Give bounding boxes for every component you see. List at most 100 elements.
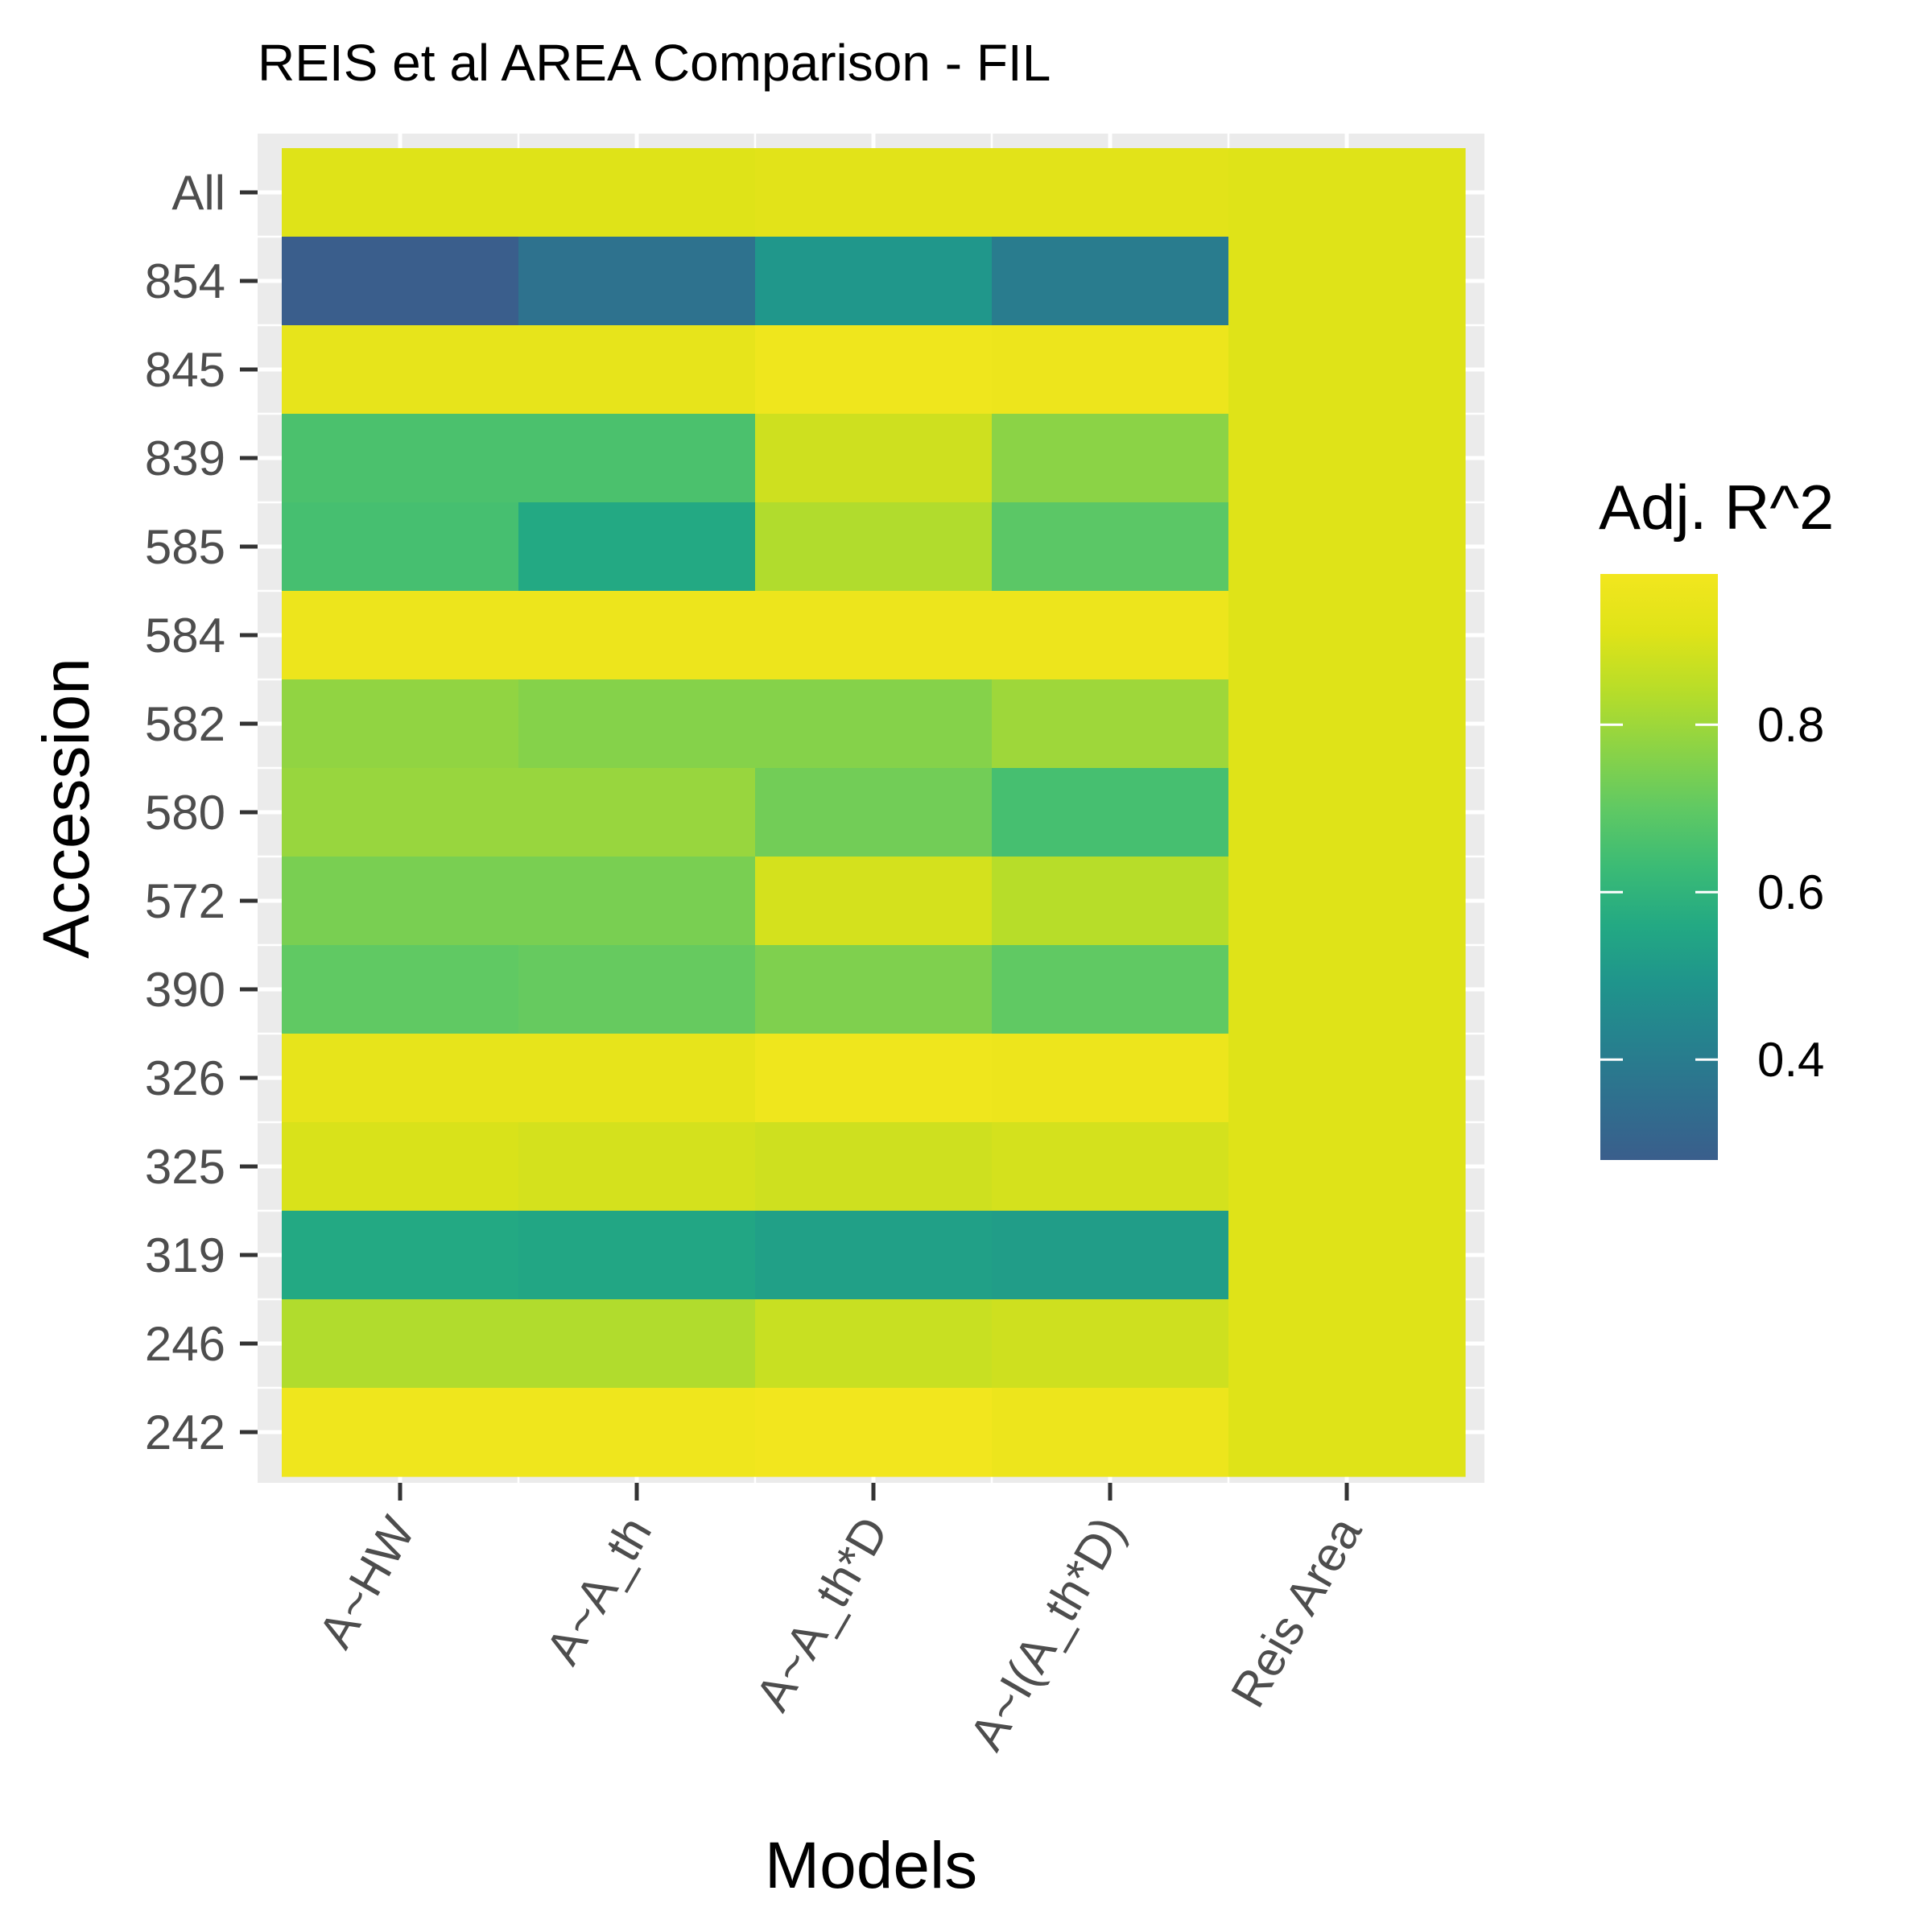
y-tick-label: 325 [145, 1140, 225, 1194]
y-axis-title: Accession [30, 658, 103, 959]
legend-tick-label: 0.6 [1757, 865, 1824, 919]
heatmap-cell-845-a-i-a-th-d [992, 325, 1229, 415]
heatmap-cell-854-a-hw [282, 237, 519, 326]
heatmap-cell-326-reis-area [1228, 1034, 1466, 1123]
heatmap-cell-854-reis-area [1228, 237, 1466, 326]
heatmap-cell-839-a-a-th-d [755, 414, 993, 503]
chart-title: REIS et al AREA Comparison - FIL [258, 34, 1051, 92]
heatmap-cell-584-reis-area [1228, 591, 1466, 680]
x-tick-label: Reis Area [1220, 1507, 1372, 1715]
heatmap-cell-390-a-a-th [518, 945, 756, 1034]
y-tick-label: 319 [145, 1228, 225, 1282]
color-legend: Adj. R^2 0.8 0.6 0.4 [1599, 472, 1834, 1160]
heatmap-cell-585-a-i-a-th-d [992, 502, 1229, 592]
heatmap-cell-325-reis-area [1228, 1122, 1466, 1212]
heatmap-cell-845-reis-area [1228, 325, 1466, 415]
y-tick-label: 584 [145, 609, 225, 663]
heatmap-cell-326-a-a-th [518, 1034, 756, 1123]
heatmap-cell-325-a-hw [282, 1122, 519, 1212]
heatmap-cell-326-a-a-th-d [755, 1034, 993, 1123]
x-axis: A~HW A~A_th A~A_th*D A~I(A_th*D) Reis Area [308, 1483, 1373, 1759]
heatmap-cell-845-a-hw [282, 325, 519, 415]
heatmap-cell-584-a-hw [282, 591, 519, 680]
heatmap-cell-242-a-a-th [518, 1388, 756, 1477]
heatmap-cell-390-reis-area [1228, 945, 1466, 1034]
heatmap-cell-325-a-a-th-d [755, 1122, 993, 1212]
y-tick-label: All [171, 166, 225, 220]
x-tick-label: A~I(A_th*D) [959, 1508, 1135, 1759]
heatmap-cell-580-a-hw [282, 768, 519, 857]
x-tick-label: A~HW [308, 1508, 426, 1657]
heatmap-cell-584-a-a-th-d [755, 591, 993, 680]
heatmap-cell-854-a-i-a-th-d [992, 237, 1229, 326]
heatmap-cell-246-a-a-th-d [755, 1299, 993, 1389]
heatmap-cell-582-a-a-th-d [755, 679, 993, 769]
heatmap-cell-839-a-a-th [518, 414, 756, 503]
heatmap-cell-242-a-i-a-th-d [992, 1388, 1229, 1477]
heatmap-cell-839-reis-area [1228, 414, 1466, 503]
heatmap-cell-242-reis-area [1228, 1388, 1466, 1477]
heatmap-cell-572-reis-area [1228, 857, 1466, 946]
heatmap-cell-854-a-a-th [518, 237, 756, 326]
x-axis-title: Models [765, 1829, 977, 1902]
heatmap-cell-319-reis-area [1228, 1211, 1466, 1300]
heatmap-cell-319-a-i-a-th-d [992, 1211, 1229, 1300]
heatmap-cell-325-a-i-a-th-d [992, 1122, 1229, 1212]
heatmap-cell-572-a-a-th [518, 857, 756, 946]
heatmap-cell-585-reis-area [1228, 502, 1466, 592]
y-tick-label: 582 [145, 697, 225, 751]
heatmap-cell-585-a-a-th [518, 502, 756, 592]
heatmap-cell-580-a-a-th [518, 768, 756, 857]
heatmap-cell-572-a-i-a-th-d [992, 857, 1229, 946]
x-tick-label: A~A_th [535, 1508, 662, 1673]
y-tick-label: 580 [145, 786, 225, 840]
heatmap-cell-all-a-a-th-d [755, 148, 993, 237]
y-tick-label: 572 [145, 874, 225, 928]
y-tick-label: 246 [145, 1317, 225, 1371]
y-tick-label: 326 [145, 1051, 225, 1105]
y-tick-label: 390 [145, 963, 225, 1017]
y-tick-label: 845 [145, 343, 225, 397]
heatmap-cell-584-a-a-th [518, 591, 756, 680]
heatmap-cell-572-a-a-th-d [755, 857, 993, 946]
heatmap-cell-246-reis-area [1228, 1299, 1466, 1389]
x-tick-label: A~A_th*D [745, 1508, 899, 1719]
heatmap-cell-580-a-i-a-th-d [992, 768, 1229, 857]
heatmap-cell-580-reis-area [1228, 768, 1466, 857]
heatmap-cell-319-a-a-th [518, 1211, 756, 1300]
heatmap-cell-845-a-a-th [518, 325, 756, 415]
y-tick-label: 242 [145, 1406, 225, 1459]
legend-ticks: 0.8 0.6 0.4 [1600, 698, 1824, 1087]
legend-tick-label: 0.4 [1757, 1033, 1824, 1087]
heatmap-cell-839-a-hw [282, 414, 519, 503]
heatmap-cell-242-a-hw [282, 1388, 519, 1477]
heatmap-cell-319-a-hw [282, 1211, 519, 1300]
heatmap-cell-326-a-hw [282, 1034, 519, 1123]
heatmap-cell-580-a-a-th-d [755, 768, 993, 857]
heatmap-cell-246-a-a-th [518, 1299, 756, 1389]
legend-colorbar [1600, 574, 1718, 1160]
y-tick-label: 839 [145, 431, 225, 485]
y-axis: All 854 845 839 585 584 582 580 572 390 326 325 319 2… [145, 166, 258, 1459]
y-tick-label: 585 [145, 520, 225, 574]
heatmap-cell-all-reis-area [1228, 148, 1466, 237]
heatmap-cell-325-a-a-th [518, 1122, 756, 1212]
heatmap-cell-582-a-a-th [518, 679, 756, 769]
heatmap-cell-585-a-a-th-d [755, 502, 993, 592]
heatmap-cell-845-a-a-th-d [755, 325, 993, 415]
heatmap-cell-all-a-a-th [518, 148, 756, 237]
y-tick-label: 854 [145, 254, 225, 308]
legend-title: Adj. R^2 [1599, 472, 1834, 543]
heatmap-cell-246-a-i-a-th-d [992, 1299, 1229, 1389]
heatmap-cell-582-a-i-a-th-d [992, 679, 1229, 769]
heatmap-cell-390-a-i-a-th-d [992, 945, 1229, 1034]
heatmap-cell-582-reis-area [1228, 679, 1466, 769]
heatmap-cell-390-a-a-th-d [755, 945, 993, 1034]
heatmap-cell-246-a-hw [282, 1299, 519, 1389]
heatmap-cell-319-a-a-th-d [755, 1211, 993, 1300]
heatmap-cell-all-a-i-a-th-d [992, 148, 1229, 237]
heatmap-cell-582-a-hw [282, 679, 519, 769]
legend-tick-label: 0.8 [1757, 698, 1824, 752]
heatmap-cell-572-a-hw [282, 857, 519, 946]
